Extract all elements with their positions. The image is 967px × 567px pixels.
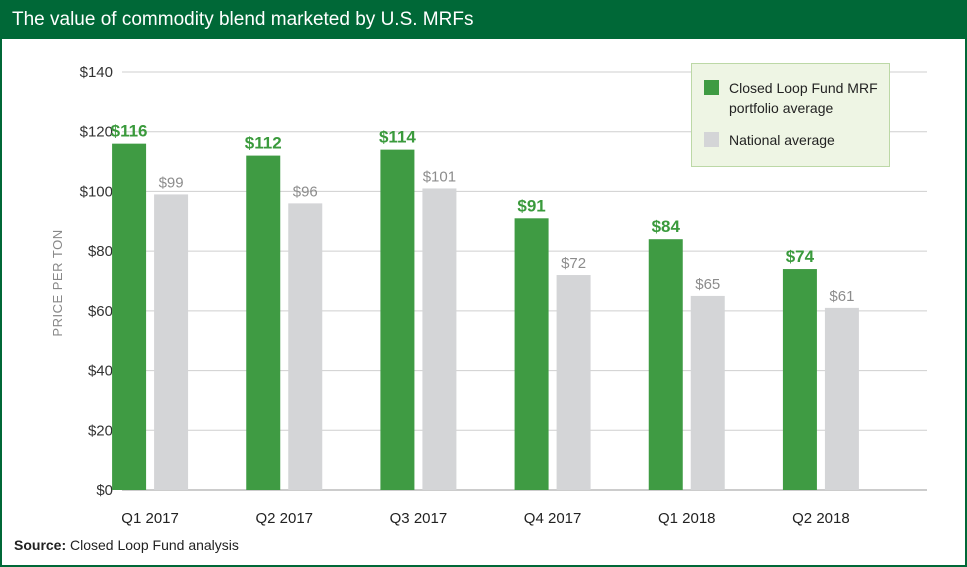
data-label-clf: $112	[245, 134, 282, 153]
y-tick-label: $60	[88, 303, 113, 320]
data-label-clf: $74	[786, 247, 815, 266]
bar-national	[690, 295, 725, 490]
bar-clf	[246, 155, 281, 490]
x-tick-label: Q2 2017	[255, 510, 313, 527]
data-label-clf: $84	[652, 217, 681, 236]
source-text: Closed Loop Fund analysis	[70, 537, 239, 553]
source-note: Source: Closed Loop Fund analysis	[14, 537, 239, 553]
legend-label-national: National average	[729, 132, 835, 148]
bar-national	[824, 307, 859, 490]
source-label: Source:	[14, 537, 67, 553]
bar-clf	[514, 218, 549, 491]
y-tick-label: $0	[96, 482, 113, 499]
x-tick-label: Q1 2017	[121, 510, 179, 527]
x-tick-label: Q3 2017	[390, 510, 448, 527]
data-label-national: $65	[695, 276, 720, 293]
y-tick-label: $100	[80, 183, 113, 200]
bar-national	[288, 203, 323, 490]
data-label-national: $61	[829, 288, 854, 305]
bar-national	[154, 194, 189, 490]
x-tick-label: Q4 2017	[524, 510, 582, 527]
y-axis-title: PRICE PER TON	[50, 229, 65, 336]
chart-title: The value of commodity blend marketed by…	[12, 9, 474, 30]
legend-item-national: National average	[704, 130, 879, 150]
y-tick-label: $120	[80, 124, 113, 141]
y-tick-label: $40	[88, 363, 113, 380]
data-label-clf: $116	[111, 122, 148, 141]
bar-national	[422, 188, 457, 490]
y-tick-label: $20	[88, 422, 113, 439]
y-tick-label: $140	[80, 64, 113, 81]
legend-swatch-national	[704, 132, 719, 147]
data-label-national: $72	[561, 255, 586, 272]
data-label-national: $96	[293, 183, 318, 200]
legend: Closed Loop Fund MRF portfolio average N…	[691, 63, 890, 167]
bar-clf	[782, 269, 817, 490]
data-label-national: $101	[423, 168, 456, 185]
data-label-clf: $114	[379, 128, 416, 147]
x-tick-label: Q2 2018	[792, 510, 850, 527]
data-label-clf: $91	[517, 196, 545, 215]
bar-clf	[380, 149, 415, 490]
bar-clf	[112, 143, 147, 490]
legend-swatch-clf	[704, 80, 719, 95]
data-label-national: $99	[159, 174, 184, 191]
legend-item-clf: Closed Loop Fund MRF portfolio average	[704, 78, 879, 118]
bar-clf	[648, 239, 683, 490]
y-tick-label: $80	[88, 243, 113, 260]
title-bar: The value of commodity blend marketed by…	[2, 2, 965, 39]
legend-label-clf: Closed Loop Fund MRF portfolio average	[729, 80, 878, 116]
bar-national	[556, 275, 591, 490]
x-tick-label: Q1 2018	[658, 510, 716, 527]
